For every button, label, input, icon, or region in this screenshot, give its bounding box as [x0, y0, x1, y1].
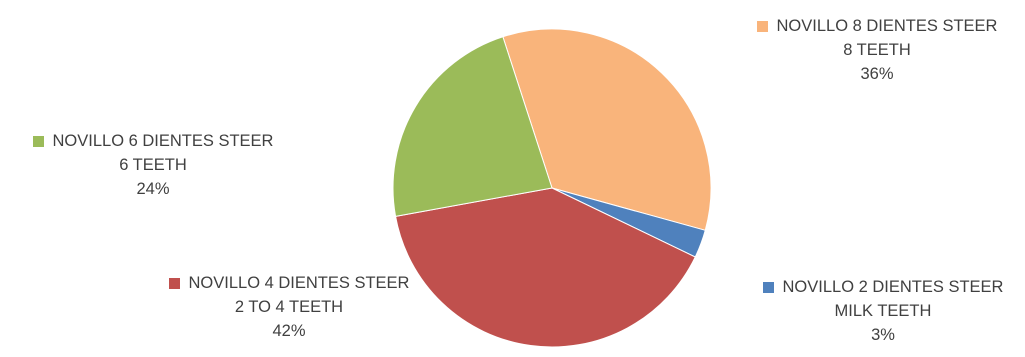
data-label-milk-teeth-line2: MILK TEETH [834, 302, 932, 320]
pie-slices [392, 28, 712, 348]
data-label-6-teeth-line2: 6 TEETH [119, 156, 187, 174]
data-label-2-to-4-teeth-percent: 42% [272, 322, 306, 340]
pie-slice-2-to-4-teeth [394, 187, 696, 348]
data-label-6-teeth: NOVILLO 6 DIENTES STEER 6 TEETH 24% [0, 129, 306, 201]
data-label-8-teeth: NOVILLO 8 DIENTES STEER 8 TEETH 36% [714, 14, 1025, 86]
legend-swatch-2-to-4-teeth [168, 277, 180, 289]
data-label-2-to-4-teeth-line2: 2 TO 4 TEETH [234, 298, 344, 316]
legend-swatch-8-teeth [756, 20, 768, 32]
data-label-milk-teeth-line1: NOVILLO 2 DIENTES STEER [782, 278, 1004, 296]
data-label-6-teeth-line1: NOVILLO 6 DIENTES STEER [52, 132, 274, 150]
data-label-milk-teeth: NOVILLO 2 DIENTES STEER MILK TEETH 3% [728, 275, 1025, 347]
data-label-6-teeth-percent: 24% [136, 180, 170, 198]
data-label-8-teeth-percent: 36% [860, 65, 894, 83]
pie-slice-8-teeth [502, 28, 712, 231]
data-label-2-to-4-teeth-line1: NOVILLO 4 DIENTES STEER [188, 274, 410, 292]
pie-slice-6-teeth [392, 36, 553, 217]
data-label-8-teeth-line2: 8 TEETH [843, 41, 911, 59]
legend-swatch-6-teeth [32, 135, 44, 147]
data-label-2-to-4-teeth: NOVILLO 4 DIENTES STEER 2 TO 4 TEETH 42% [134, 271, 444, 343]
legend-swatch-milk-teeth [762, 281, 774, 293]
data-label-milk-teeth-percent: 3% [871, 326, 895, 344]
data-label-8-teeth-line1: NOVILLO 8 DIENTES STEER [776, 17, 998, 35]
